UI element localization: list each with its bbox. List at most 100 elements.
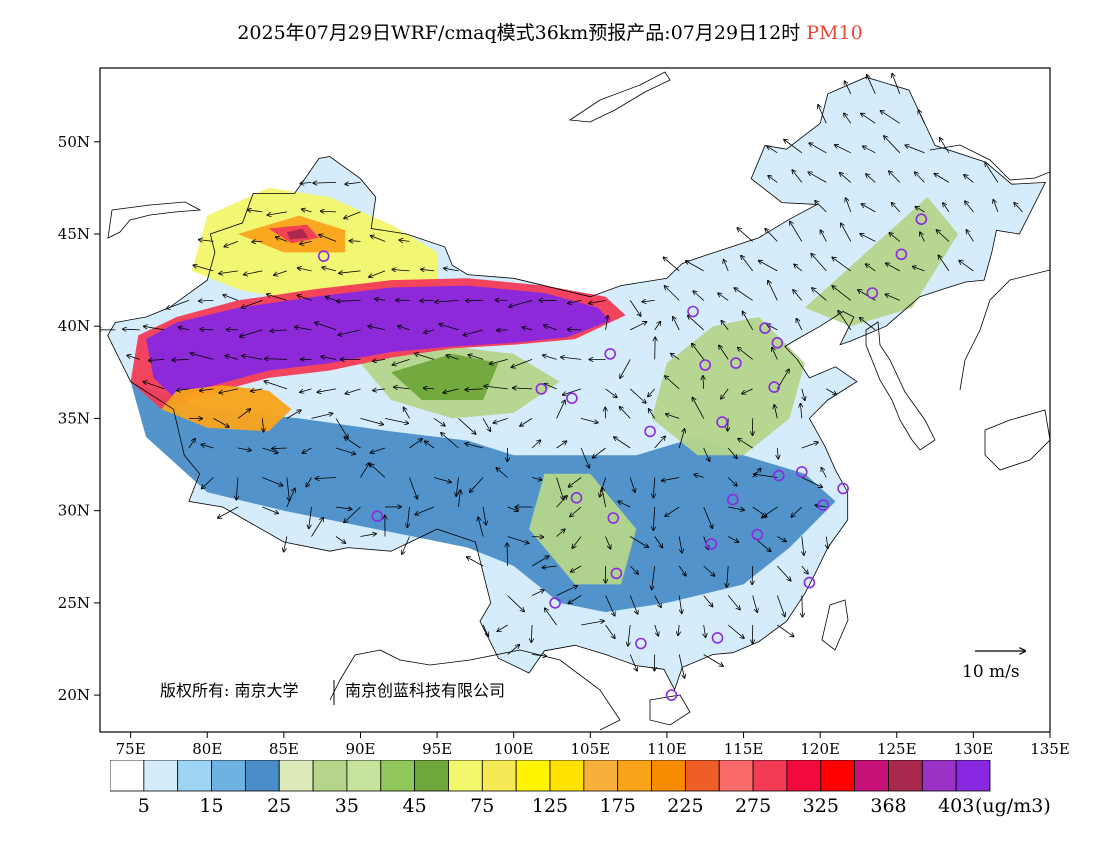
wind-vector: [581, 418, 598, 422]
wind-vector: [629, 654, 637, 671]
wind-vector: [790, 222, 803, 242]
wind-vector: [513, 388, 533, 389]
city-marker: [699, 359, 712, 371]
wind-vector: [337, 300, 361, 301]
wind-vector: [801, 477, 822, 488]
wind-vector: [309, 506, 312, 528]
wind-vector: [482, 418, 490, 431]
colorbar-box: [718, 760, 754, 792]
wind-vector: [724, 260, 729, 272]
wind-vector: [242, 300, 263, 307]
wind-vector: [965, 201, 974, 213]
city-marker: [795, 466, 808, 478]
wind-vector: [443, 388, 459, 393]
wind-vector: [274, 270, 288, 275]
wind-vector: [568, 300, 582, 303]
city-marker: [711, 632, 724, 644]
wind-vector: [614, 437, 631, 449]
wind-vector: [966, 230, 974, 242]
lat-label: 35N: [58, 409, 90, 427]
wind-vector: [727, 624, 744, 638]
colorbar-box: [278, 760, 314, 792]
wind-vector: [774, 405, 778, 419]
lon-label: 75E: [116, 740, 146, 758]
wind-vector: [653, 506, 654, 530]
wind-vector: [801, 442, 818, 449]
china-border: [107, 76, 1047, 691]
wind-vector: [272, 448, 287, 449]
wind-vector: [602, 488, 606, 508]
wind-vector: [507, 506, 518, 511]
wind-vector: [678, 624, 679, 635]
wind-vector: [338, 329, 361, 335]
colorbar-box: [786, 760, 822, 792]
wind-vector: [605, 388, 617, 397]
wind-vector: [531, 556, 549, 567]
wind-vector: [884, 136, 901, 154]
wind-vector: [765, 229, 778, 242]
pollution-zone: [161, 385, 292, 432]
wind-vector: [531, 440, 540, 449]
wind-vector: [826, 536, 828, 549]
city-markers: [317, 213, 928, 701]
wind-vector: [993, 200, 999, 213]
colorbar-box: [143, 760, 179, 792]
wind-vector: [589, 300, 606, 303]
wind-vector: [728, 418, 729, 430]
wind-vector: [482, 506, 486, 525]
wind-vector: [832, 257, 852, 272]
wind-vector: [300, 182, 312, 183]
wind-vector: [1014, 203, 1023, 213]
wind-vector: [306, 477, 312, 487]
wind-vector: [507, 543, 508, 567]
wind-vector: [262, 506, 278, 513]
wind-scale-label: 10 m/s: [962, 662, 1020, 682]
colorbar-label: 45: [403, 795, 427, 817]
page-title: 2025年07月29日WRF/cmaq模式36km预报产品:07月29日12时 P…: [0, 18, 1100, 45]
city-marker: [768, 381, 781, 393]
colorbar-labels: 5 15 25 35 45 75 125 175 225 275 325 368 403: [138, 795, 975, 817]
wind-vector: [666, 414, 680, 419]
wind-vector: [630, 322, 646, 331]
lat-label: 25N: [58, 594, 90, 612]
wind-vector: [407, 506, 409, 527]
wind-vector: [629, 388, 646, 403]
wind-vector: [629, 536, 648, 548]
wind-vector: [570, 506, 582, 517]
wind-vector: [892, 203, 901, 213]
colorbar-label: 175: [600, 795, 636, 817]
wind-vector: [439, 324, 459, 331]
colorbar-box: [921, 760, 957, 792]
colorbar-label: 5: [138, 795, 150, 817]
wind-vector: [127, 355, 140, 360]
wind-vector: [322, 267, 337, 272]
city-marker: [687, 305, 699, 318]
colorbar-box: [515, 760, 551, 792]
wind-vector: [193, 265, 214, 272]
title-text: 2025年07月29日WRF/cmaq模式36km预报产品:07月29日12时: [237, 22, 801, 44]
wind-vector: [629, 565, 638, 574]
wind-vector: [200, 389, 214, 391]
lat-label: 30N: [58, 502, 90, 520]
wind-vector: [801, 404, 802, 419]
wind-vector: [802, 536, 804, 556]
wind-vector: [861, 113, 876, 124]
wind-vector: [811, 254, 827, 272]
wind-vector: [572, 536, 582, 549]
wind-vector: [368, 326, 386, 331]
wind-vector: [654, 624, 659, 636]
map-frame: [99, 67, 1051, 733]
wind-vector: [244, 270, 263, 275]
wind-vector: [767, 146, 778, 154]
wind-vector: [262, 477, 282, 486]
wind-vector: [531, 590, 544, 596]
wind-vector: [655, 337, 656, 360]
wind-vector: [768, 281, 778, 301]
wind-vector: [844, 113, 852, 124]
colorbar-box: [110, 760, 145, 792]
colorbar-box: [414, 760, 449, 792]
wind-vector: [934, 174, 950, 183]
city-marker: [726, 493, 739, 506]
wind-vector: [721, 388, 729, 399]
wind-vector: [826, 388, 836, 395]
